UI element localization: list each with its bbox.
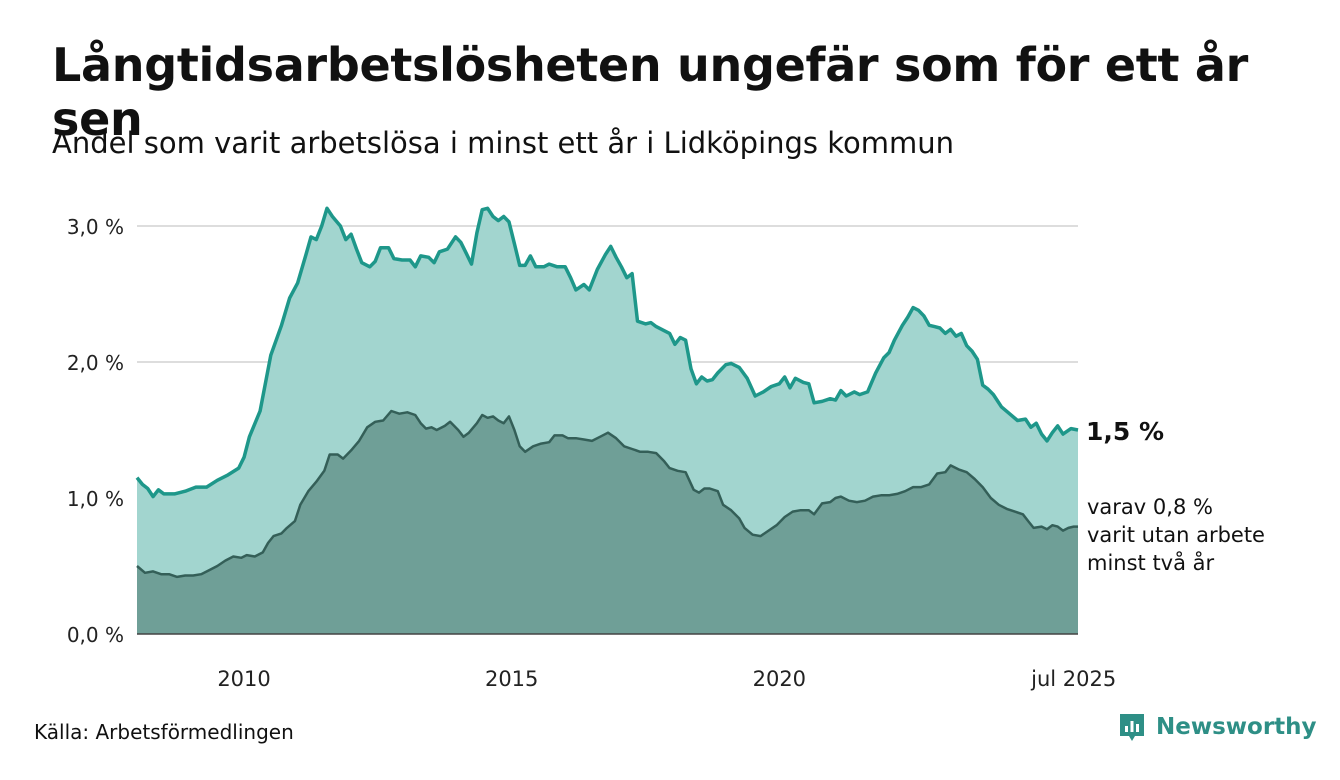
series-areas xyxy=(135,206,1079,635)
area-long-term xyxy=(137,411,1078,634)
source-note: Källa: Arbetsförmedlingen xyxy=(34,720,294,744)
y-tick-label-2: 2,0 % xyxy=(67,351,124,375)
end-label-total: 1,5 % xyxy=(1086,417,1164,446)
y-tick-label-0: 0,0 % xyxy=(67,623,124,647)
x-tick-label-2: 2020 xyxy=(753,667,806,691)
end-labels: 1,5 % varav 0,8 % varit utan arbete mins… xyxy=(1086,417,1265,575)
y-tick-label-3: 3,0 % xyxy=(67,215,124,239)
x-tick-label-0: 2010 xyxy=(217,667,270,691)
brand-logo[interactable]: Newsworthy xyxy=(1118,712,1317,742)
x-tick-label-1: 2015 xyxy=(485,667,538,691)
y-tick-label-1: 1,0 % xyxy=(67,487,124,511)
line-total xyxy=(135,206,1079,499)
line-long-term xyxy=(136,409,1078,579)
end-label-long-3: minst två år xyxy=(1087,550,1215,575)
end-label-long-2: varit utan arbete xyxy=(1087,523,1265,547)
y-axis-ticks: 0,0 % 1,0 % 2,0 % 3,0 % xyxy=(67,215,124,647)
brand-name: Newsworthy xyxy=(1156,714,1317,740)
x-axis-ticks: 2010 2015 2020 jul 2025 xyxy=(217,667,1116,691)
x-tick-label-3: jul 2025 xyxy=(1030,667,1116,691)
newsworthy-logo-icon xyxy=(1120,714,1144,741)
chart-subtitle: Andel som varit arbetslösa i minst ett å… xyxy=(52,126,955,160)
end-label-long-1: varav 0,8 % xyxy=(1087,495,1213,519)
chart-title: Långtidsarbetslösheten ungefär som för e… xyxy=(52,38,1248,146)
